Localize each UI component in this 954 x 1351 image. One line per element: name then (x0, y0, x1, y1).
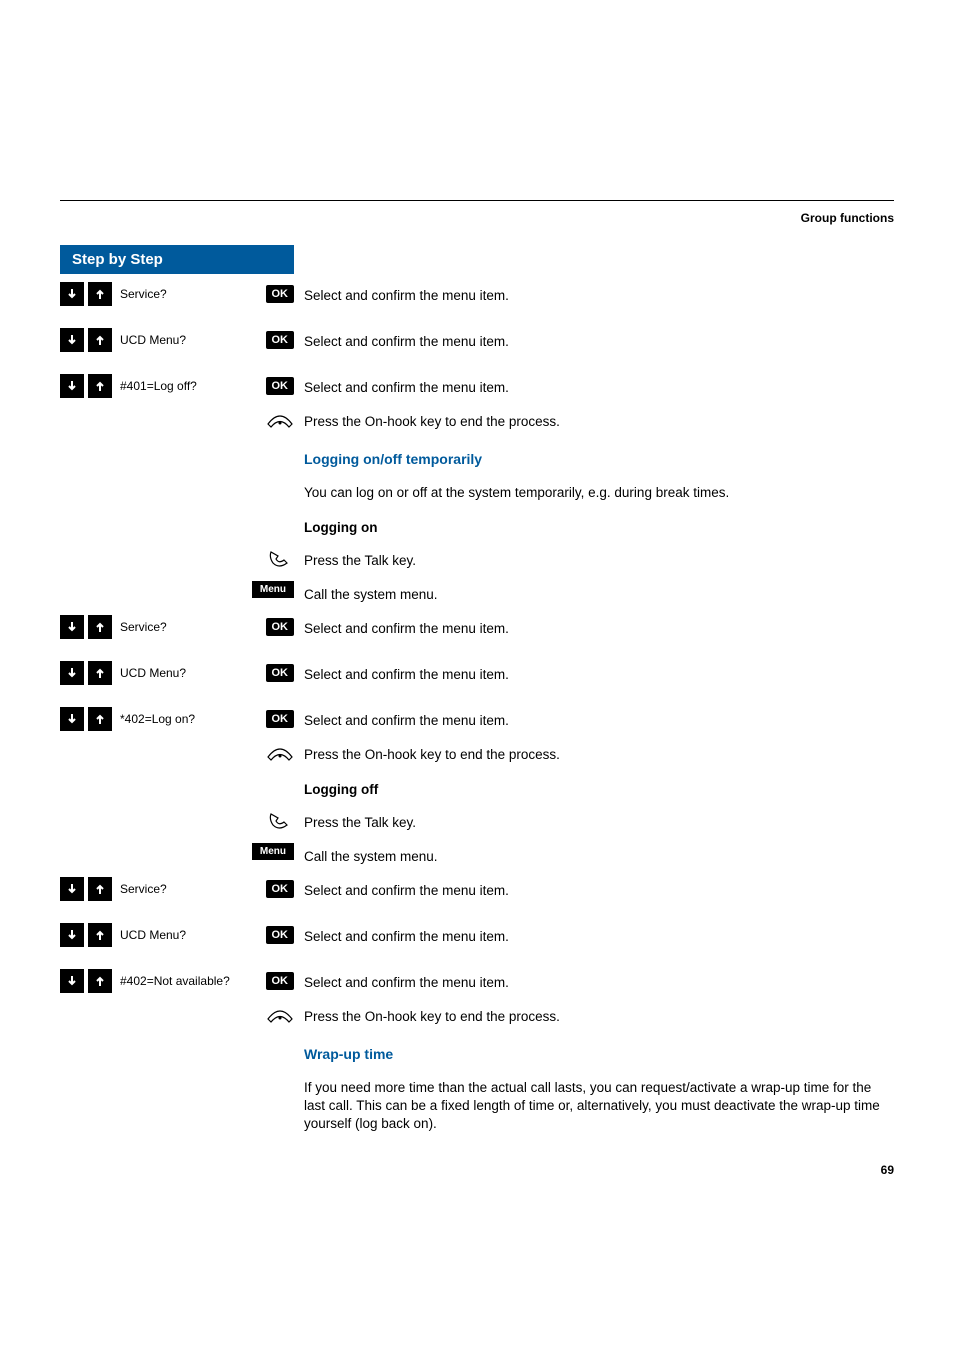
ok-button[interactable]: OK (266, 285, 295, 303)
page-header: Group functions (60, 205, 894, 245)
body-text: You can log on or off at the system temp… (294, 479, 894, 502)
menu-item-logon: *402=Log on? (116, 712, 262, 726)
ok-button[interactable]: OK (266, 377, 295, 395)
menu-item-ucd: UCD Menu? (116, 928, 262, 942)
talk-icon[interactable] (266, 809, 294, 831)
ok-button[interactable]: OK (266, 664, 295, 682)
ok-button[interactable]: OK (266, 926, 295, 944)
body-text: If you need more time than the actual ca… (294, 1074, 894, 1134)
menu-button[interactable]: Menu (252, 581, 294, 598)
step-by-step-title: Step by Step (60, 245, 294, 274)
instruction-text: Select and confirm the menu item. (294, 923, 894, 946)
arrow-down-icon[interactable] (60, 923, 84, 947)
menu-item-service: Service? (116, 287, 262, 301)
menu-item-logoff: #401=Log off? (116, 379, 262, 393)
page-number: 69 (60, 1163, 894, 1177)
instruction-text: Press the On-hook key to end the process… (294, 408, 894, 431)
arrow-up-icon[interactable] (88, 923, 112, 947)
arrow-up-icon[interactable] (88, 374, 112, 398)
instruction-text: Select and confirm the menu item. (294, 877, 894, 900)
arrow-down-icon[interactable] (60, 328, 84, 352)
arrow-up-icon[interactable] (88, 877, 112, 901)
arrow-up-icon[interactable] (88, 661, 112, 685)
menu-item-service: Service? (116, 882, 262, 896)
arrow-up-icon[interactable] (88, 328, 112, 352)
on-hook-icon[interactable] (266, 1003, 294, 1025)
talk-icon[interactable] (266, 547, 294, 569)
arrow-down-icon[interactable] (60, 374, 84, 398)
ok-button[interactable]: OK (266, 972, 295, 990)
instruction-text: Select and confirm the menu item. (294, 328, 894, 351)
arrow-up-icon[interactable] (88, 282, 112, 306)
on-hook-icon[interactable] (266, 741, 294, 763)
arrow-up-icon[interactable] (88, 707, 112, 731)
instruction-text: Press the On-hook key to end the process… (294, 1003, 894, 1026)
instruction-text: Press the Talk key. (294, 547, 894, 570)
on-hook-icon[interactable] (266, 408, 294, 430)
header-divider (60, 200, 894, 201)
arrow-down-icon[interactable] (60, 615, 84, 639)
menu-item-not-available: #402=Not available? (116, 974, 262, 988)
instruction-text: Select and confirm the menu item. (294, 615, 894, 638)
arrow-up-icon[interactable] (88, 615, 112, 639)
section-subheading-logging-off: Logging off (294, 775, 894, 801)
arrow-up-icon[interactable] (88, 969, 112, 993)
section-heading-logging-temp: Logging on/off temporarily (294, 442, 894, 473)
arrow-down-icon[interactable] (60, 707, 84, 731)
instruction-text: Press the On-hook key to end the process… (294, 741, 894, 764)
ok-button[interactable]: OK (266, 710, 295, 728)
menu-item-service: Service? (116, 620, 262, 634)
ok-button[interactable]: OK (266, 618, 295, 636)
ok-button[interactable]: OK (266, 880, 295, 898)
instruction-text: Call the system menu. (294, 843, 894, 866)
instruction-text: Select and confirm the menu item. (294, 661, 894, 684)
menu-item-ucd: UCD Menu? (116, 666, 262, 680)
instruction-text: Call the system menu. (294, 581, 894, 604)
instruction-text: Press the Talk key. (294, 809, 894, 832)
instruction-text: Select and confirm the menu item. (294, 282, 894, 305)
arrow-down-icon[interactable] (60, 877, 84, 901)
section-heading-wrapup: Wrap-up time (294, 1037, 894, 1068)
menu-button[interactable]: Menu (252, 843, 294, 860)
arrow-down-icon[interactable] (60, 969, 84, 993)
arrow-down-icon[interactable] (60, 661, 84, 685)
instruction-text: Select and confirm the menu item. (294, 969, 894, 992)
instruction-text: Select and confirm the menu item. (294, 374, 894, 397)
menu-item-ucd: UCD Menu? (116, 333, 262, 347)
section-subheading-logging-on: Logging on (294, 513, 894, 539)
ok-button[interactable]: OK (266, 331, 295, 349)
arrow-down-icon[interactable] (60, 282, 84, 306)
instruction-text: Select and confirm the menu item. (294, 707, 894, 730)
